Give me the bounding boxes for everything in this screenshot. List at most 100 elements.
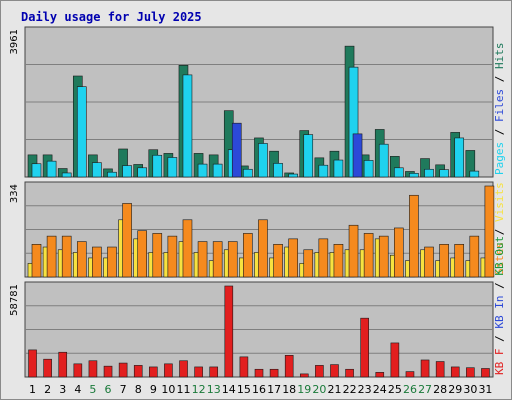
day-label-2: 2 [44,383,51,396]
day-label-28: 28 [433,383,447,396]
day-label-6: 6 [105,383,112,396]
bar-sites-day-13 [212,241,223,278]
bar-kb-f-day-10 [164,363,173,378]
bar-sites-day-1 [31,244,42,278]
bar-files-day-13 [212,163,223,178]
legend-separator: / [493,122,506,142]
bar-kb-f-day-7 [118,362,128,378]
bar-kb-f-day-22 [345,368,354,378]
bar-sites-day-28 [439,244,449,278]
bar-sites-day-26 [409,194,419,278]
bar-files-day-28 [439,169,449,178]
bar-kb-f-day-25 [390,342,400,378]
day-label-18: 18 [282,383,296,396]
legend-separator: / [493,222,506,242]
bar-files-day-24 [378,143,389,178]
bar-sites-day-31 [484,185,495,278]
day-label-14: 14 [222,383,236,396]
bar-sites-day-22 [348,224,359,278]
bar-pages-day-22 [352,133,363,178]
bar-kb-f-day-31 [481,368,490,378]
max-label-visits-sites: 334 [9,184,20,203]
bar-kb-f-day-26 [405,371,415,378]
bar-sites-day-2 [46,235,57,278]
bar-kb-f-day-4 [73,363,83,378]
legend-hits-files-pages: Pages / Files / Hits [493,43,506,176]
bar-sites-day-18 [288,238,298,278]
bar-files-day-10 [167,157,178,178]
bar-files-day-21 [333,159,344,178]
legend-hits: Hits [493,43,506,70]
chart-title: Daily usage for July 2025 [21,10,202,24]
bar-kb-f-day-2 [43,358,52,378]
bar-kb-f-day-16 [254,368,264,378]
bar-files-day-27 [424,168,434,178]
day-label-7: 7 [120,383,127,396]
day-label-1: 1 [29,383,36,396]
bar-files-day-20 [318,164,329,178]
legend-kb-out: KB Out [493,236,506,276]
bar-kb-f-day-28 [435,361,445,378]
legend-sites: Sites [493,242,506,275]
bar-kb-f-day-23 [360,317,369,378]
legend-visits-sites: Sites / Visits [493,182,506,275]
day-label-3: 3 [59,383,66,396]
bar-sites-day-21 [333,244,344,278]
day-label-8: 8 [135,383,142,396]
bar-files-day-4 [76,86,87,178]
day-label-31: 31 [478,383,492,396]
bar-sites-day-6 [107,246,117,278]
bar-kb-f-day-30 [466,367,475,378]
bar-files-day-30 [469,170,480,178]
day-label-11: 11 [177,383,191,396]
bar-sites-day-11 [182,219,193,278]
bar-files-day-8 [137,167,147,178]
bar-kb-f-day-1 [28,349,37,378]
day-label-20: 20 [312,383,326,396]
day-label-27: 27 [418,383,432,396]
bar-kb-f-day-15 [239,356,249,378]
legend-separator: / [493,329,506,349]
bar-files-day-2 [46,160,57,178]
bar-kb-f-day-14 [224,285,234,378]
bar-kb-f-day-6 [103,365,113,378]
legend-visits: Visits [493,182,506,222]
bar-files-day-29 [454,137,465,178]
bar-sites-day-25 [394,227,404,278]
bar-kb-f-day-5 [88,360,98,378]
day-label-5: 5 [89,383,96,396]
bar-sites-day-10 [167,235,178,278]
day-label-15: 15 [237,383,251,396]
bar-kb-f-day-21 [330,364,339,378]
legend-pages: Pages [493,142,506,175]
day-label-13: 13 [207,383,221,396]
bar-sites-day-4 [76,241,87,278]
day-label-4: 4 [74,383,81,396]
day-label-26: 26 [403,383,417,396]
bar-files-day-16 [258,143,268,178]
bar-sites-day-7 [122,203,132,278]
day-label-19: 19 [297,383,311,396]
day-label-29: 29 [448,383,462,396]
day-label-17: 17 [267,383,281,396]
bar-sites-day-20 [318,238,329,278]
day-label-22: 22 [343,383,357,396]
bar-sites-day-27 [424,246,434,278]
bar-files-day-19 [303,134,314,178]
bar-kb-f-day-3 [58,351,68,378]
bar-kb-f-day-18 [284,355,294,378]
bar-kb-f-day-19 [299,373,309,378]
bar-pages-day-14 [231,122,242,178]
day-label-16: 16 [252,383,266,396]
day-label-12: 12 [192,383,206,396]
bar-files-day-1 [31,163,42,178]
legend-kb-f: KB F [493,349,506,376]
max-label-hits-files-pages: 3961 [9,29,20,54]
day-label-9: 9 [150,383,157,396]
bar-sites-day-19 [303,249,314,278]
bar-sites-day-5 [92,246,102,278]
bar-sites-day-17 [273,244,283,278]
bar-kb-f-day-11 [179,360,188,378]
bar-files-day-3 [61,172,72,178]
